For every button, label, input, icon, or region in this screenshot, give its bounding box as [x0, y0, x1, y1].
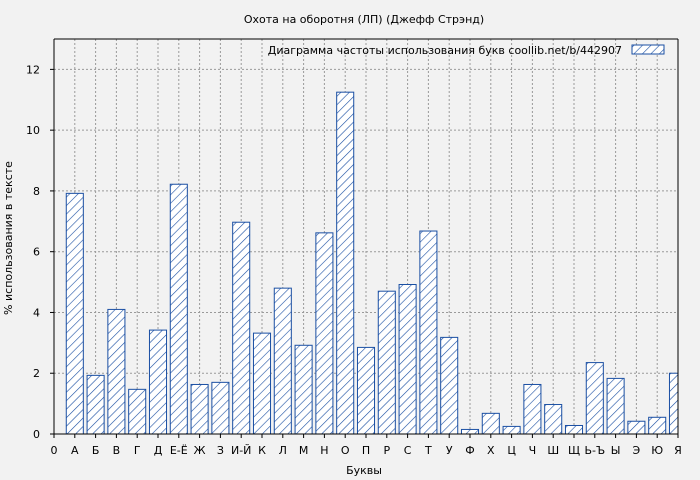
bar-Ю: [648, 416, 667, 435]
x-tick-label: Г: [134, 444, 141, 457]
y-tick-label: 4: [33, 306, 40, 319]
bar-М: [294, 344, 313, 435]
bar-А: [65, 192, 84, 435]
bar-Щ: [564, 424, 584, 435]
y-tick-label: 6: [33, 246, 40, 259]
legend-text: Диаграмма частоты использования букв coo…: [268, 44, 622, 57]
bar-Ж: [190, 383, 209, 435]
bar-Д: [148, 329, 168, 435]
bar-Ц: [502, 425, 521, 435]
y-tick-label: 10: [26, 124, 40, 137]
y-axis-label: % использования в тексте: [2, 161, 15, 315]
x-tick-label: Э: [633, 444, 641, 457]
x-tick-label: Ю: [651, 444, 663, 457]
x-tick-label: Х: [487, 444, 495, 457]
x-tick-label: С: [404, 444, 412, 457]
chart-title: Охота на оборотня (ЛП) (Джефф Стрэнд): [244, 13, 484, 26]
x-tick-label: Ц: [507, 444, 516, 457]
x-tick-label: З: [217, 444, 224, 457]
legend: Диаграмма частоты использования букв coo…: [268, 44, 665, 57]
bar-Ч: [523, 383, 542, 435]
x-tick-label: Н: [320, 444, 328, 457]
bar-Ы: [606, 377, 625, 435]
x-tick-label: Р: [383, 444, 390, 457]
bar-Н: [315, 232, 334, 435]
x-tick-label: Ж: [194, 444, 206, 457]
x-tick-label: Ч: [529, 444, 537, 457]
bar-О: [336, 91, 355, 435]
bar-К: [252, 332, 272, 435]
x-tick-label: И-Й: [231, 444, 251, 457]
bar-Я: [668, 372, 679, 435]
bar-Х: [481, 412, 500, 435]
x-tick-label: 0: [51, 444, 58, 457]
legend-swatch: [631, 44, 665, 55]
x-tick-label: П: [362, 444, 370, 457]
bar-П: [356, 346, 376, 435]
y-tick-label: 12: [26, 63, 40, 76]
x-tick-label: Ш: [547, 444, 559, 457]
x-tick-label: О: [341, 444, 350, 457]
bar-Л: [273, 287, 292, 435]
bar-С: [398, 284, 417, 435]
x-tick-label: А: [71, 444, 79, 457]
x-tick-label: Ы: [611, 444, 621, 457]
bar-З: [211, 381, 230, 435]
x-tick-label: Е-Ё: [170, 444, 188, 457]
bar-Э: [627, 420, 646, 435]
x-tick-label: М: [299, 444, 309, 457]
x-tick-label: К: [258, 444, 266, 457]
y-tick-label: 2: [33, 367, 40, 380]
bar-Т: [419, 230, 438, 435]
y-tick-label: 0: [33, 428, 40, 441]
bar-У: [440, 336, 459, 435]
x-tick-label: Ф: [465, 444, 474, 457]
x-tick-label: Л: [279, 444, 287, 457]
bar-Г: [128, 388, 147, 435]
bar-Р: [377, 290, 396, 435]
x-axis-label: Буквы: [346, 464, 382, 477]
y-tick-label: 8: [33, 185, 40, 198]
bar-Е-Ё: [169, 183, 188, 435]
x-tick-label: Д: [154, 444, 163, 457]
x-tick-label: У: [446, 444, 453, 457]
bar-Ь-Ъ: [585, 362, 604, 435]
bar-В: [107, 308, 126, 435]
bar-И-Й: [232, 221, 251, 435]
x-tick-label: Б: [92, 444, 100, 457]
x-tick-label: Т: [424, 444, 432, 457]
x-tick-label: Ь-Ъ: [584, 444, 605, 457]
x-tick-label: Я: [674, 444, 682, 457]
bar-Ш: [544, 404, 563, 435]
bar-Ф: [460, 428, 480, 435]
bar-Б: [86, 374, 105, 435]
x-tick-label: Щ: [568, 444, 580, 457]
x-tick-label: В: [113, 444, 121, 457]
